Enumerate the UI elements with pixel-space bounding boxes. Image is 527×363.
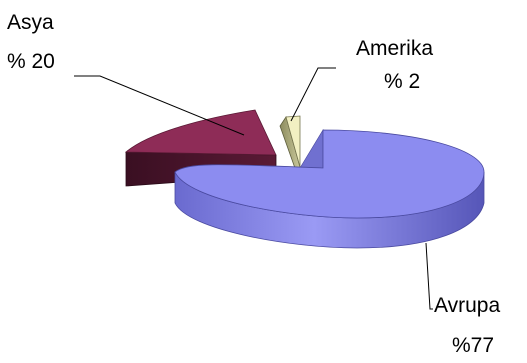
label-asya-value: % 20 (7, 50, 55, 73)
slice-amerika (279, 115, 301, 172)
label-amerika-name: Amerika (356, 37, 433, 60)
label-amerika-value: % 2 (384, 70, 420, 93)
label-asya-name: Asya (7, 11, 54, 34)
leader-line-asya (74, 75, 245, 136)
label-avrupa-value: %77 (452, 334, 494, 357)
slice-avrupa-inner-side (299, 128, 324, 173)
slice-avrupa (174, 128, 485, 249)
leader-line-avrupa (425, 242, 433, 310)
slice-avrupa-top (174, 129, 485, 219)
label-avrupa-name: Avrupa (434, 294, 500, 317)
slice-asya-top (124, 109, 277, 156)
leader-line-amerika (290, 67, 336, 122)
